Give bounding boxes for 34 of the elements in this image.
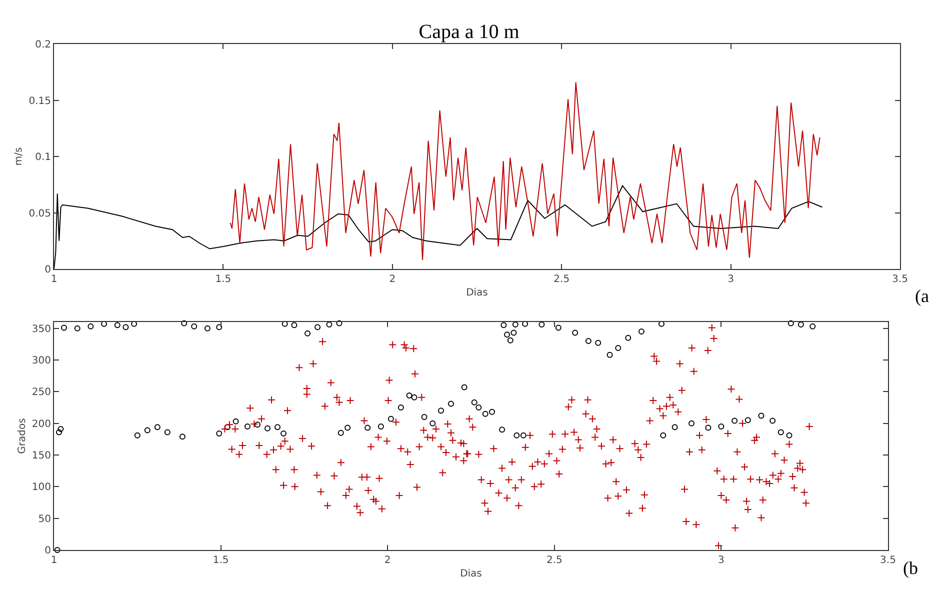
x-tick-label: 1 [50, 555, 58, 566]
x-tick-label: 3 [728, 274, 734, 285]
y-tick-label: 0.1 [35, 152, 51, 163]
y-tick-label: 50 [38, 514, 51, 525]
x-tick-label: 2.5 [546, 555, 562, 566]
y-tick-label: 0.15 [28, 96, 51, 107]
y-tick-label: 300 [32, 356, 51, 366]
x-tick-label: 3.5 [892, 274, 908, 285]
x-tick-label: 1 [50, 274, 58, 285]
x-tick-label: 1.5 [215, 274, 232, 285]
y-tick-label: 0 [44, 546, 51, 556]
chart-title: Capa a 10 m [418, 21, 520, 43]
y-tick-label: 0.2 [35, 40, 51, 50]
line-series [230, 82, 820, 260]
x-tick-label: 2 [384, 555, 391, 566]
y-tick-label: 150 [32, 450, 51, 462]
y-tick-label: 200 [32, 418, 51, 430]
text: (b [903, 558, 918, 578]
y-axis-title: Grados [16, 418, 28, 454]
x-axis-title: Dias [466, 288, 488, 298]
y-tick-label: 250 [32, 387, 51, 398]
y-tick-label: 0.05 [28, 208, 51, 220]
x-tick-label: 3.5 [880, 555, 896, 566]
x-tick-label: 1.5 [212, 555, 229, 566]
y-tick-label: 0 [44, 264, 51, 276]
line-series [54, 185, 823, 269]
x-tick-label: 3 [718, 555, 724, 566]
x-tick-label: 2 [389, 274, 396, 285]
x-tick-label: 2.5 [554, 274, 570, 285]
text: (a [915, 286, 929, 306]
y-tick-label: 350 [32, 324, 51, 335]
y-axis-title: m/s [14, 147, 25, 166]
x-axis-title: Dias [460, 568, 482, 580]
y-tick-label: 100 [32, 482, 51, 494]
